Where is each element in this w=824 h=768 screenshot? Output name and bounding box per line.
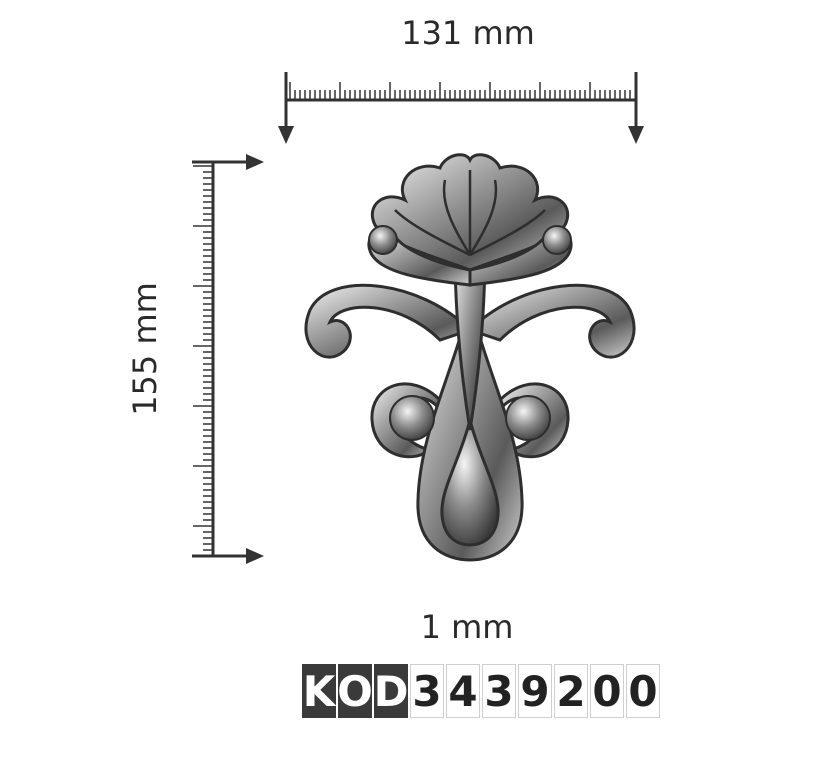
width-dimension-label: 131 mm (401, 14, 535, 52)
code-number-char: 4 (446, 664, 480, 718)
arrow-down-icon (628, 126, 644, 144)
arrow-right-icon (246, 548, 264, 564)
code-number-char: 0 (590, 664, 624, 718)
horizontal-ruler (278, 72, 644, 144)
code-prefix-char: K (302, 664, 336, 718)
code-number-char: 3 (482, 664, 516, 718)
product-code: K O D 3 4 3 9 2 0 0 (302, 664, 660, 718)
code-number-char: 2 (554, 664, 588, 718)
code-prefix-char: D (374, 664, 408, 718)
code-number-char: 3 (410, 664, 444, 718)
code-prefix-char: O (337, 664, 373, 718)
thickness-dimension-label: 1 mm (420, 608, 514, 646)
vertical-ruler (192, 154, 264, 564)
arrow-down-icon (278, 126, 294, 144)
arrow-right-icon (246, 154, 264, 170)
code-number-char: 9 (518, 664, 552, 718)
code-number-char: 0 (626, 664, 660, 718)
